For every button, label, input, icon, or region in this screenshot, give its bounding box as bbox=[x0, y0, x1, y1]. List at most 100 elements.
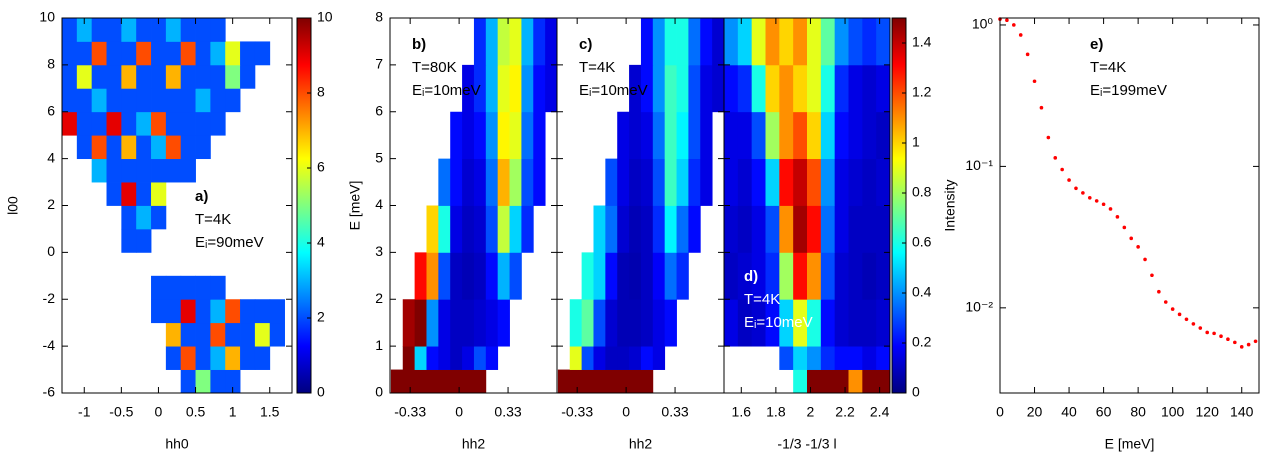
data-point bbox=[1226, 337, 1230, 342]
x-tick-label: 0 bbox=[155, 404, 163, 420]
heat-cell bbox=[820, 158, 836, 206]
heat-cell bbox=[581, 252, 594, 300]
heat-cell bbox=[848, 64, 863, 113]
heat-cell bbox=[700, 158, 713, 206]
heat-cell bbox=[834, 299, 849, 347]
heat-cell bbox=[765, 64, 780, 113]
colorbar-tick-label: 8 bbox=[317, 84, 325, 100]
heat-cell bbox=[210, 111, 226, 136]
annotation: Eᵢ=10meV bbox=[744, 314, 813, 331]
heat-cell bbox=[724, 111, 739, 160]
heat-cell bbox=[848, 158, 863, 206]
heat-cell bbox=[765, 252, 780, 300]
y-tick-label: 4 bbox=[47, 149, 55, 165]
colorbar-tick-label: 2 bbox=[317, 309, 325, 325]
colorbar bbox=[891, 17, 907, 394]
heat-cell bbox=[462, 299, 475, 347]
heat-cell bbox=[497, 252, 510, 300]
heat-cell bbox=[76, 18, 93, 42]
heat-cell bbox=[121, 111, 137, 136]
heat-cell bbox=[497, 158, 510, 206]
heat-cell bbox=[91, 111, 107, 136]
heat-cell bbox=[605, 158, 618, 206]
heat-cell bbox=[269, 322, 285, 347]
heat-cell bbox=[629, 346, 642, 370]
heat-cell bbox=[876, 369, 891, 394]
data-point bbox=[1170, 307, 1175, 311]
heat-cell bbox=[569, 299, 583, 347]
data-point bbox=[1094, 199, 1099, 203]
heat-cell bbox=[688, 158, 701, 206]
heat-cell bbox=[724, 64, 739, 113]
heat-cell bbox=[640, 346, 654, 370]
heat-cell bbox=[450, 369, 463, 394]
heat-cell bbox=[62, 18, 78, 42]
heat-cell bbox=[629, 369, 642, 394]
heat-cell bbox=[180, 88, 196, 113]
heat-cell bbox=[848, 18, 863, 66]
annotation: T=4K bbox=[579, 59, 615, 76]
heat-cell bbox=[225, 41, 241, 66]
heat-cell bbox=[414, 299, 427, 347]
heat-cell bbox=[640, 18, 654, 66]
heat-cell bbox=[617, 252, 630, 300]
y-tick-label: 2 bbox=[375, 290, 383, 306]
colorbar bbox=[296, 17, 312, 394]
data-point bbox=[1060, 167, 1064, 172]
heat-cell bbox=[807, 346, 822, 370]
heat-cell bbox=[862, 346, 877, 370]
heat-cell bbox=[751, 299, 766, 347]
heat-cell bbox=[533, 111, 546, 160]
x-tick-label: 20 bbox=[1027, 404, 1043, 420]
heat-cell bbox=[225, 369, 241, 394]
heat-cell bbox=[240, 64, 256, 89]
heat-cell bbox=[76, 64, 93, 89]
heat-cell bbox=[450, 252, 463, 300]
heat-cell bbox=[136, 205, 152, 230]
heat-cell bbox=[91, 41, 107, 66]
heat-cell bbox=[807, 299, 822, 347]
heat-cell bbox=[737, 111, 753, 160]
y-tick-label: 3 bbox=[375, 243, 383, 259]
heat-cell bbox=[834, 205, 849, 253]
heat-cell bbox=[652, 299, 666, 347]
heat-cell bbox=[545, 18, 558, 66]
heat-cell bbox=[485, 18, 499, 66]
heat-cell bbox=[438, 252, 451, 300]
heat-cell bbox=[165, 322, 182, 347]
y-axis-label: E [meV] bbox=[347, 181, 363, 231]
x-axis-label: E [meV] bbox=[1105, 436, 1155, 452]
data-point bbox=[1074, 186, 1078, 191]
heat-cell bbox=[807, 205, 822, 253]
heat-cell bbox=[581, 346, 594, 370]
x-tick-label: 0 bbox=[622, 404, 630, 420]
data-point bbox=[1198, 326, 1203, 330]
heat-cell bbox=[269, 299, 285, 324]
heat-cell bbox=[848, 252, 863, 300]
heat-cell bbox=[779, 252, 794, 300]
heat-cell bbox=[605, 299, 618, 347]
heat-cell bbox=[876, 111, 891, 160]
heat-cell bbox=[793, 299, 808, 347]
heat-cell bbox=[450, 346, 463, 370]
heat-cell bbox=[165, 111, 182, 136]
heat-cell bbox=[402, 299, 416, 347]
x-tick-label: -1 bbox=[78, 404, 91, 420]
heat-cell bbox=[793, 18, 808, 66]
heat-cell bbox=[151, 111, 167, 136]
heat-cell bbox=[629, 64, 642, 113]
heat-cell bbox=[195, 88, 211, 113]
heat-cell bbox=[676, 205, 689, 253]
heat-cell bbox=[676, 252, 689, 300]
data-point bbox=[1205, 330, 1209, 335]
heat-cell bbox=[834, 111, 849, 160]
x-tick-label: 100 bbox=[1161, 404, 1185, 420]
heat-cell bbox=[121, 228, 137, 253]
y-tick-label: 0 bbox=[47, 243, 55, 259]
colorbar-tick-label: 4 bbox=[317, 234, 325, 250]
heat-cell bbox=[450, 205, 463, 253]
heat-cell bbox=[629, 205, 642, 253]
x-tick-label: 2 bbox=[807, 404, 815, 420]
heat-cell bbox=[876, 346, 891, 370]
heat-cell bbox=[700, 111, 713, 160]
